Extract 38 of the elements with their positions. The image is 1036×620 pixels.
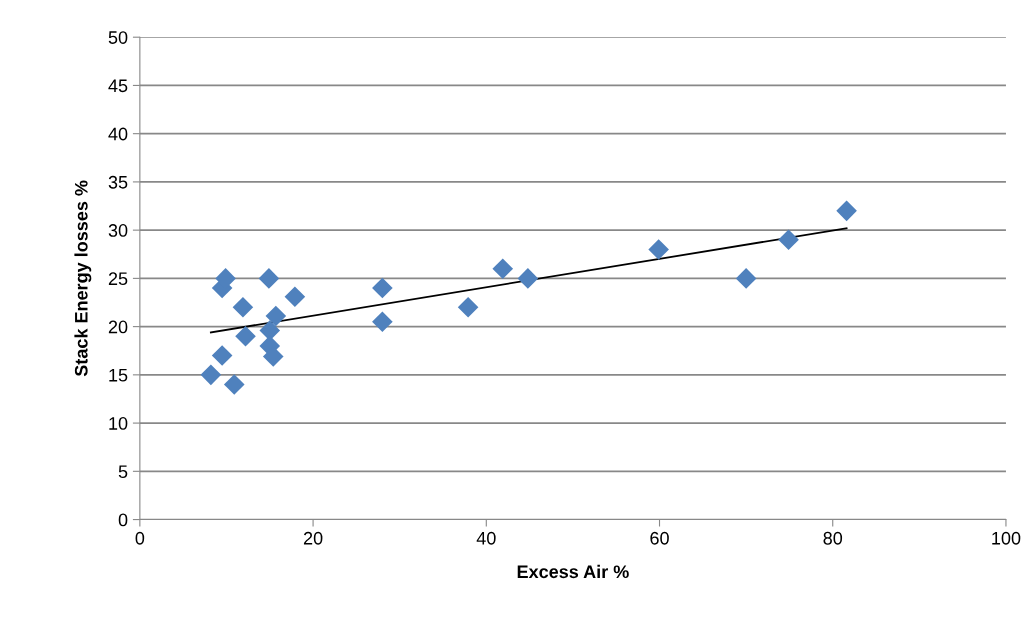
x-tick-label: 40	[476, 531, 496, 545]
point	[200, 364, 222, 386]
point	[265, 305, 287, 327]
point	[223, 374, 245, 395]
y-tick-label: 25	[108, 272, 128, 286]
point	[457, 297, 479, 318]
point	[648, 239, 669, 260]
point	[372, 277, 393, 299]
x-tick-label: 100	[992, 531, 1021, 545]
y-tick-label: 40	[108, 127, 128, 141]
y-axis-title: Stack Energy losses %	[74, 180, 92, 377]
y-tick-label: 5	[118, 465, 128, 479]
point	[372, 311, 393, 333]
point	[235, 325, 256, 347]
point	[211, 345, 233, 366]
y-tick-label: 0	[118, 513, 128, 527]
point	[262, 346, 284, 367]
y-tick-label: 30	[108, 224, 128, 237]
point	[259, 320, 281, 341]
point	[258, 268, 280, 289]
point	[778, 229, 799, 251]
x-axis-title: Excess Air %	[517, 564, 629, 579]
x-tick-label: 60	[650, 531, 669, 545]
y-tick-label: 50	[108, 31, 128, 44]
point	[232, 297, 254, 318]
y-tick-label: 15	[109, 368, 128, 382]
y-tick-label: 45	[108, 79, 128, 93]
x-tick-label: 0	[135, 531, 145, 545]
y-tick-label: 35	[108, 175, 128, 189]
x-tick-label: 80	[823, 531, 843, 545]
x-tick-label: 20	[303, 531, 323, 545]
point	[517, 268, 539, 289]
point	[492, 258, 514, 280]
y-tick-label: 20	[108, 320, 128, 334]
point	[284, 286, 306, 308]
point	[836, 200, 857, 222]
y-tick-label: 10	[109, 417, 128, 430]
point	[735, 268, 757, 289]
